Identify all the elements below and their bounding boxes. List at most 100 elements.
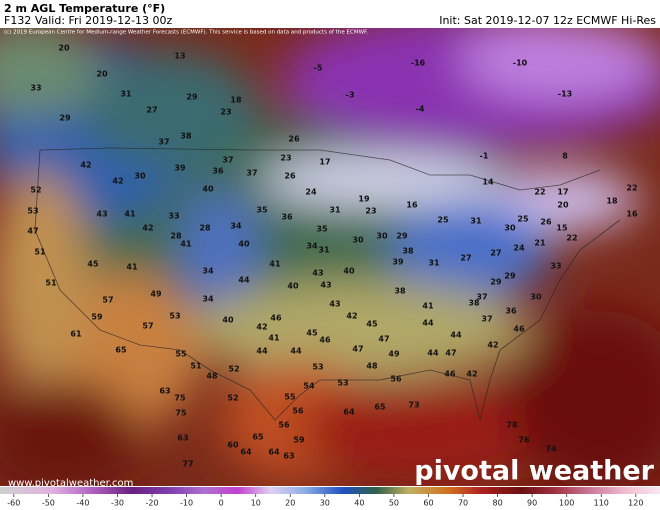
temperature-label: 64 xyxy=(268,448,280,457)
temperature-label: 44 xyxy=(290,347,302,356)
temperature-label: 22 xyxy=(566,234,577,243)
temperature-label: 23 xyxy=(280,154,291,163)
temperature-label: 40 xyxy=(202,185,214,194)
temperature-label: 46 xyxy=(270,314,282,323)
temperature-label: 52 xyxy=(228,365,239,374)
temperature-label: 53 xyxy=(337,379,348,388)
temperature-label: 30 xyxy=(530,293,542,302)
temperature-label: 22 xyxy=(626,184,637,193)
temperature-label: 38 xyxy=(180,132,192,141)
temperature-label: 40 xyxy=(343,267,355,276)
temperature-label: 38 xyxy=(468,299,480,308)
temperature-label: 61 xyxy=(70,330,82,339)
temperature-label: 64 xyxy=(343,408,355,417)
temperature-label: 18 xyxy=(606,197,618,206)
temperature-label: 34 xyxy=(202,267,214,276)
temperature-label: 33 xyxy=(30,84,41,93)
temperature-label: 63 xyxy=(159,387,170,396)
temperature-label: 75 xyxy=(175,409,187,418)
temperature-label: 20 xyxy=(58,44,70,53)
temperature-label: 45 xyxy=(87,260,99,269)
temperature-label: 41 xyxy=(126,263,138,272)
temperature-label: 16 xyxy=(406,201,418,210)
temperature-label: 41 xyxy=(269,260,281,269)
temperature-label: 21 xyxy=(534,239,546,248)
temperature-label: 42 xyxy=(466,370,477,379)
temperature-label: 28 xyxy=(199,224,211,233)
temperature-label: 40 xyxy=(238,240,250,249)
temperature-label: 47 xyxy=(27,227,38,236)
temperature-label: -16 xyxy=(411,59,426,68)
temperature-label: 26 xyxy=(284,172,296,181)
colorbar-tick-label: 120 xyxy=(628,499,643,508)
temperature-label: 27 xyxy=(146,106,157,115)
colorbar-tick-label: 50 xyxy=(389,499,399,508)
temperature-label: 55 xyxy=(284,393,296,402)
temperature-label: 16 xyxy=(626,210,638,219)
colorbar-tick-label: 30 xyxy=(320,499,330,508)
temperature-label: 30 xyxy=(352,236,364,245)
temperature-label: 29 xyxy=(504,272,516,281)
colorbar-tick-label: 110 xyxy=(594,499,609,508)
temperature-label: 24 xyxy=(513,244,525,253)
temperature-label: 45 xyxy=(366,320,378,329)
temperature-label: 56 xyxy=(292,407,304,416)
temperature-label: 63 xyxy=(283,452,294,461)
temperature-label: 41 xyxy=(180,240,192,249)
temperature-label: 49 xyxy=(150,290,162,299)
temperature-label: 20 xyxy=(557,201,569,210)
colorbar-tick-label: 0 xyxy=(219,499,224,508)
temperature-label: 46 xyxy=(319,336,331,345)
temperature-label: 20 xyxy=(96,70,108,79)
temperature-label: 31 xyxy=(329,206,341,215)
temperature-label: 53 xyxy=(312,363,323,372)
temperature-label: 17 xyxy=(557,188,568,197)
temperature-label: 33 xyxy=(550,262,561,271)
colorbar-tick-label: 70 xyxy=(458,499,468,508)
temperature-label: 35 xyxy=(256,206,268,215)
temperature-label: 47 xyxy=(352,345,363,354)
temperature-label: 31 xyxy=(428,259,440,268)
temperature-label: 42 xyxy=(112,177,123,186)
temperature-label: 51 xyxy=(34,248,46,257)
temperature-label: 31 xyxy=(318,246,330,255)
temperature-label: 27 xyxy=(490,249,501,258)
temperature-label: 40 xyxy=(222,316,234,325)
temperature-label: 27 xyxy=(460,254,471,263)
temperature-label: 57 xyxy=(102,296,113,305)
colorbar-tick-label: -60 xyxy=(7,499,20,508)
temperature-label: 59 xyxy=(91,313,103,322)
temperature-label: 49 xyxy=(388,350,400,359)
temperature-label: 42 xyxy=(256,323,267,332)
temperature-label: -10 xyxy=(513,59,528,68)
temperature-label: 64 xyxy=(240,448,252,457)
temperature-label: 59 xyxy=(293,436,305,445)
temperature-label: 51 xyxy=(45,279,57,288)
temperature-label: 44 xyxy=(422,319,434,328)
temperature-label: 8 xyxy=(562,152,568,161)
temperature-label: 52 xyxy=(30,186,41,195)
header-band xyxy=(0,0,660,28)
temperature-label: 34 xyxy=(306,242,318,251)
temperature-label: 37 xyxy=(158,138,169,147)
temperature-label: 51 xyxy=(190,362,202,371)
temperature-label: 30 xyxy=(134,172,146,181)
temperature-label: 75 xyxy=(174,394,186,403)
temperature-label: 76 xyxy=(518,436,530,445)
temperature-label: 42 xyxy=(142,224,153,233)
temperature-label: 22 xyxy=(534,188,545,197)
temperature-label: 43 xyxy=(329,300,340,309)
temperature-label: 29 xyxy=(186,93,198,102)
temperature-label: 42 xyxy=(80,161,91,170)
temperature-label: 29 xyxy=(490,278,502,287)
temperature-label: 41 xyxy=(422,302,434,311)
temperature-label: -3 xyxy=(346,91,355,100)
temperature-label: 17 xyxy=(319,158,330,167)
temperature-label: 25 xyxy=(437,216,449,225)
temperature-label: 53 xyxy=(169,312,180,321)
temperature-label: 15 xyxy=(556,224,568,233)
temperature-label: 47 xyxy=(445,349,456,358)
colorbar-tick-label: -50 xyxy=(42,499,55,508)
colorbar-ticks: -60 -50 -40 -30 -20 -10 0 10 20 30 40 50 60 70 80 90 100… xyxy=(7,494,643,508)
